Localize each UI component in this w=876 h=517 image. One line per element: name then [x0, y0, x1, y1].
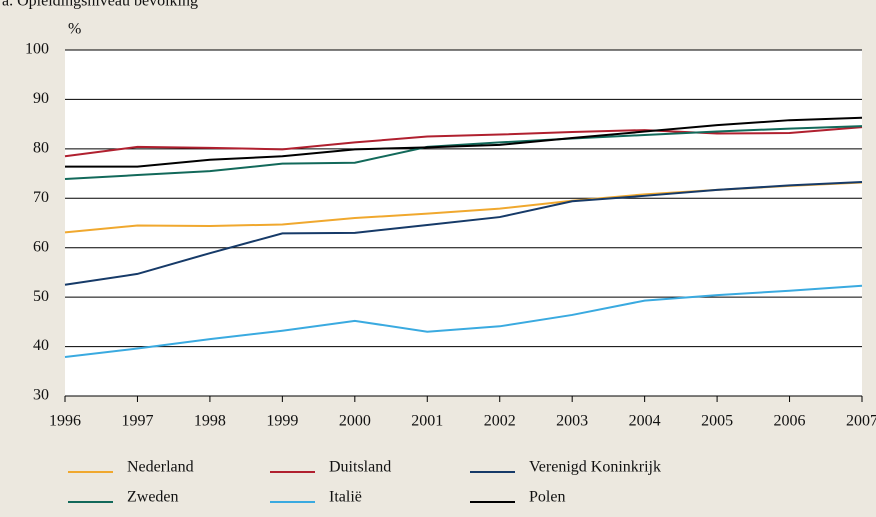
series-line — [64, 126, 863, 158]
x-tick-label: 2002 — [484, 413, 516, 430]
x-tick-label: 1999 — [266, 413, 298, 430]
legend-label: Italië — [329, 489, 362, 506]
y-tick-label: 70 — [33, 189, 49, 206]
chart-title: a. Opleidingsniveau bevolking — [2, 0, 198, 10]
x-tick-label: 2005 — [701, 413, 733, 430]
plot-area — [65, 50, 862, 396]
series-line — [64, 284, 863, 358]
series-line — [65, 116, 863, 168]
legend-label: Nederland — [127, 459, 194, 476]
legend-label: Duitsland — [329, 459, 391, 476]
x-tick-label: 1998 — [194, 413, 226, 430]
x-tick-label: 2007 — [846, 413, 876, 430]
y-tick-label: 80 — [33, 140, 49, 157]
series-line — [64, 125, 863, 181]
x-tick-label: 1997 — [121, 413, 153, 430]
legend-label: Zweden — [127, 489, 179, 506]
y-tick-label: 40 — [33, 337, 49, 354]
legend-label: Verenigd Koninkrijk — [529, 459, 661, 476]
x-tick-label: 2000 — [339, 413, 371, 430]
y-tick-label: 60 — [33, 238, 49, 255]
x-tick-label: 2001 — [411, 413, 443, 430]
y-tick-label: 50 — [33, 288, 49, 305]
y-tick-label: 90 — [33, 90, 49, 107]
y-tick-label: 100 — [25, 41, 49, 58]
legend-label: Polen — [529, 489, 565, 506]
x-tick-label: 2004 — [629, 413, 661, 430]
x-tick-label: 1996 — [49, 413, 81, 430]
y-tick-label: 30 — [33, 387, 49, 404]
y-axis-label: % — [68, 21, 81, 38]
x-tick-label: 2006 — [774, 413, 806, 430]
series-line — [64, 180, 863, 286]
x-tick-label: 2003 — [556, 413, 588, 430]
